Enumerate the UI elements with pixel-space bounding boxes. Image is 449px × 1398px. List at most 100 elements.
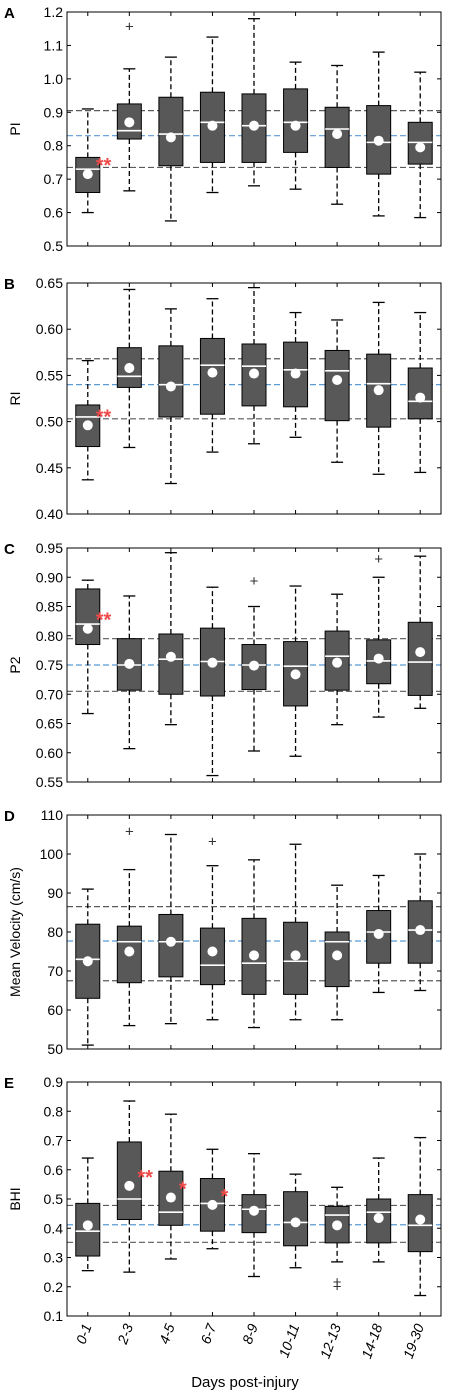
box-6-7 xyxy=(199,586,225,777)
box-2-3 xyxy=(116,595,142,750)
mean-marker xyxy=(82,420,93,431)
significance-marker: * xyxy=(220,1186,228,1208)
y-tick-label: 0.65 xyxy=(36,716,63,732)
mean-marker xyxy=(332,950,343,961)
mean-marker xyxy=(82,956,93,967)
outlier-marker: + xyxy=(333,1278,342,1295)
mean-marker xyxy=(415,925,426,936)
y-tick-label: 0.95 xyxy=(36,540,63,556)
mean-marker xyxy=(207,1199,218,1210)
y-tick-label: 0.50 xyxy=(36,414,63,430)
y-tick-label: 0.40 xyxy=(36,506,63,522)
y-tick-label: 0.55 xyxy=(36,367,63,383)
box-0-1: ** xyxy=(75,359,112,481)
y-tick-label: 0.8 xyxy=(44,1103,64,1119)
y-tick-label: 0.85 xyxy=(36,599,63,615)
plot-frame xyxy=(66,547,442,783)
y-tick-label: 1.2 xyxy=(44,4,64,20)
y-tick-label: 0.55 xyxy=(36,774,63,790)
box-iqr xyxy=(75,923,101,999)
x-tick-label: 12-13 xyxy=(317,1321,344,1360)
x-tick-label: 8-9 xyxy=(239,1321,261,1346)
box-10-11 xyxy=(283,1173,309,1269)
y-axis-label: PI xyxy=(7,122,23,135)
box-iqr xyxy=(158,96,184,167)
panel-letter: E xyxy=(4,1075,14,1092)
mean-marker xyxy=(332,375,343,386)
box-iqr xyxy=(158,633,184,695)
mean-marker xyxy=(165,651,176,662)
y-tick-label: 0.2 xyxy=(44,1279,64,1295)
y-tick-label: 0.5 xyxy=(44,238,64,254)
x-tick-label: 2-3 xyxy=(114,1321,136,1347)
mean-marker xyxy=(415,142,426,153)
x-tick-label: 6-7 xyxy=(197,1320,219,1346)
box-10-11 xyxy=(283,843,309,1021)
mean-marker xyxy=(373,385,384,396)
y-tick-label: 0.3 xyxy=(44,1250,64,1266)
y-axis-label: RI xyxy=(7,392,23,406)
panel-letter: A xyxy=(4,5,15,22)
box-2-3: ** xyxy=(116,1100,153,1273)
box-4-5 xyxy=(158,833,184,1025)
y-tick-label: 70 xyxy=(47,963,63,979)
box-6-7: + xyxy=(199,833,225,1021)
x-tick-label: 19-30 xyxy=(400,1321,427,1360)
y-tick-label: 0.6 xyxy=(44,205,64,221)
mean-marker xyxy=(207,946,218,957)
y-tick-label: 0.9 xyxy=(44,104,64,120)
box-14-18: + xyxy=(366,551,392,718)
box-iqr xyxy=(75,404,101,448)
y-tick-label: 90 xyxy=(47,885,63,901)
plot-frame xyxy=(66,282,442,515)
mean-marker xyxy=(290,669,301,680)
y-tick-label: 0.60 xyxy=(36,321,63,337)
mean-marker xyxy=(373,653,384,664)
box-8-9 xyxy=(241,286,267,445)
box-8-9: + xyxy=(241,573,267,752)
panel-letter: C xyxy=(4,541,15,558)
y-tick-label: 1.0 xyxy=(44,71,64,87)
outlier-marker: + xyxy=(208,833,217,850)
mean-marker xyxy=(82,1220,93,1231)
box-10-11 xyxy=(283,61,309,190)
mean-marker xyxy=(332,1220,343,1231)
mean-marker xyxy=(415,647,426,658)
y-axis-label: P2 xyxy=(7,656,23,673)
significance-marker: ** xyxy=(96,155,112,177)
plot-frame xyxy=(66,814,442,1050)
significance-marker: ** xyxy=(96,406,112,428)
panel-a: A PI 0.5 0.6 0.7 0.8 0.9 1.0 1.1 1.2 ** + xyxy=(4,4,442,254)
significance-marker: * xyxy=(179,1179,187,1201)
box-19-30 xyxy=(407,311,433,474)
plot-frame xyxy=(66,1081,442,1317)
y-tick-label: 100 xyxy=(40,846,64,862)
y-tick-label: 0.60 xyxy=(36,745,63,761)
box-8-9 xyxy=(241,1153,267,1278)
y-tick-label: 0.45 xyxy=(36,460,63,476)
box-14-18 xyxy=(366,301,392,475)
x-tick-label: 14-18 xyxy=(358,1321,385,1360)
box-19-30 xyxy=(407,853,433,992)
y-tick-label: 80 xyxy=(47,924,63,940)
mean-marker xyxy=(124,117,135,128)
mean-marker xyxy=(207,120,218,131)
box-4-5 xyxy=(158,552,184,726)
box-2-3: + xyxy=(116,18,142,192)
y-tick-label: 0.65 xyxy=(36,275,63,291)
mean-marker xyxy=(82,623,93,634)
y-tick-label: 60 xyxy=(47,1002,63,1018)
mean-marker xyxy=(290,950,301,961)
box-0-1: ** xyxy=(75,579,112,715)
y-tick-label: 0.70 xyxy=(36,686,63,702)
mean-marker xyxy=(165,1192,176,1203)
mean-marker xyxy=(124,658,135,669)
y-tick-label: 0.8 xyxy=(44,138,64,154)
box-2-3: + xyxy=(116,824,142,1027)
mean-marker xyxy=(249,120,259,131)
mean-marker xyxy=(373,135,384,146)
mean-marker xyxy=(207,657,218,668)
y-tick-label: 0.80 xyxy=(36,628,63,644)
panel-letter: B xyxy=(4,276,15,293)
